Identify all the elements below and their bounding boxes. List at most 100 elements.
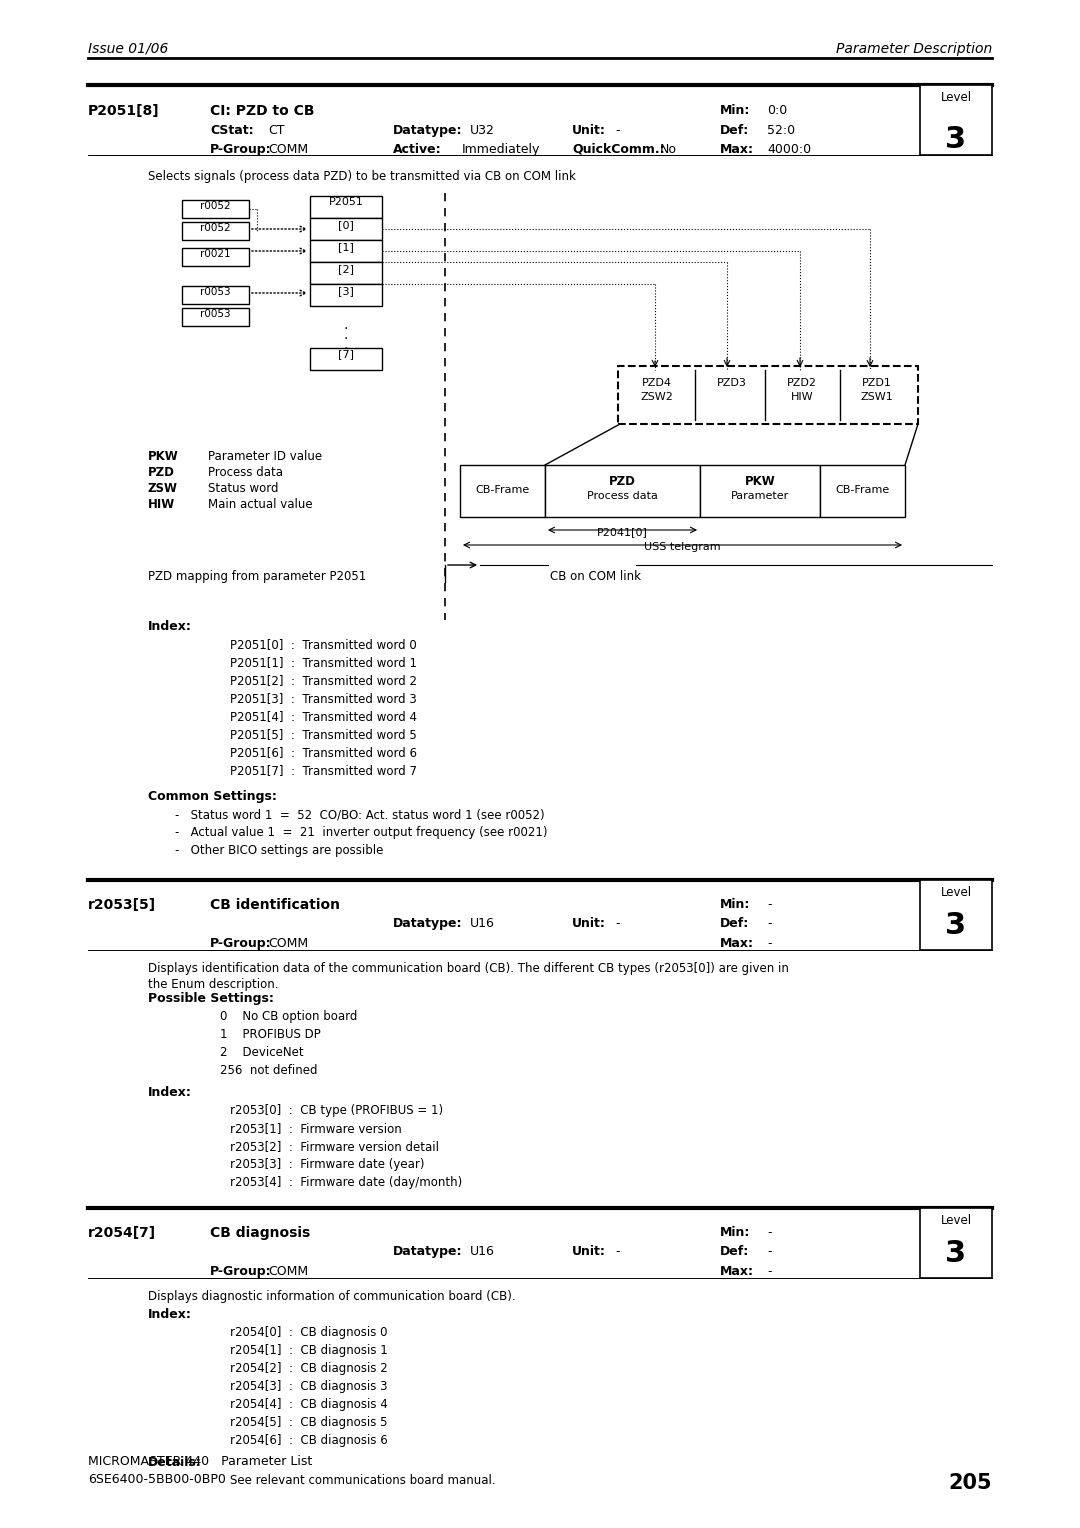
Text: Status word: Status word — [208, 481, 279, 495]
Text: r2054[6]  :  CB diagnosis 6: r2054[6] : CB diagnosis 6 — [230, 1433, 388, 1447]
Text: P-Group:: P-Group: — [210, 937, 272, 950]
Text: r2054[0]  :  CB diagnosis 0: r2054[0] : CB diagnosis 0 — [230, 1326, 388, 1339]
Text: P2051[7]  :  Transmitted word 7: P2051[7] : Transmitted word 7 — [230, 764, 417, 778]
Text: PKW: PKW — [148, 451, 179, 463]
Text: P2051[3]  :  Transmitted word 3: P2051[3] : Transmitted word 3 — [230, 692, 417, 704]
Text: r2053[1]  :  Firmware version: r2053[1] : Firmware version — [230, 1122, 402, 1135]
Text: Min:: Min: — [720, 104, 751, 118]
Text: PZD: PZD — [148, 466, 175, 478]
Text: r2054[5]  :  CB diagnosis 5: r2054[5] : CB diagnosis 5 — [230, 1416, 388, 1429]
Text: Issue 01/06: Issue 01/06 — [87, 41, 168, 57]
Text: Displays diagnostic information of communication board (CB).: Displays diagnostic information of commu… — [148, 1290, 515, 1303]
Text: Index:: Index: — [148, 1086, 192, 1099]
Text: HIW: HIW — [791, 393, 813, 402]
Bar — [183, 286, 249, 304]
Bar — [820, 465, 905, 516]
Text: -: - — [615, 917, 620, 931]
Text: Max:: Max: — [720, 144, 754, 156]
Text: Level: Level — [941, 92, 972, 104]
Bar — [310, 284, 382, 306]
Text: PZD mapping from parameter P2051: PZD mapping from parameter P2051 — [148, 570, 366, 584]
Text: PZD3: PZD3 — [717, 377, 747, 388]
Bar — [920, 86, 993, 154]
Text: Selects signals (process data PZD) to be transmitted via CB on COM link: Selects signals (process data PZD) to be… — [148, 170, 576, 183]
Text: -: - — [767, 1225, 771, 1239]
Text: 3: 3 — [945, 911, 967, 940]
Bar — [310, 348, 382, 370]
Bar — [183, 309, 249, 325]
Text: CI: PZD to CB: CI: PZD to CB — [210, 104, 314, 118]
Text: COMM: COMM — [268, 1265, 308, 1277]
Text: -: - — [767, 1245, 771, 1258]
Text: r2053[3]  :  Firmware date (year): r2053[3] : Firmware date (year) — [230, 1158, 424, 1170]
Text: 3: 3 — [945, 125, 967, 154]
Text: -   Status word 1  =  52  CO/BO: Act. status word 1 (see r0052): - Status word 1 = 52 CO/BO: Act. status … — [175, 808, 544, 821]
Text: Min:: Min: — [720, 898, 751, 911]
Text: CB-Frame: CB-Frame — [475, 484, 529, 495]
Text: [7]: [7] — [338, 348, 354, 359]
Text: .: . — [343, 329, 348, 342]
Text: Details:: Details: — [148, 1456, 202, 1468]
Text: USS telegram: USS telegram — [644, 542, 720, 552]
Text: ZSW1: ZSW1 — [861, 393, 893, 402]
Text: 256  not defined: 256 not defined — [220, 1063, 318, 1077]
Text: r0053: r0053 — [200, 309, 230, 319]
Bar — [310, 219, 382, 240]
Text: r2053[2]  :  Firmware version detail: r2053[2] : Firmware version detail — [230, 1140, 438, 1154]
Text: r2054[2]  :  CB diagnosis 2: r2054[2] : CB diagnosis 2 — [230, 1361, 388, 1375]
Text: 0:0: 0:0 — [767, 104, 787, 118]
Text: Datatype:: Datatype: — [393, 124, 462, 138]
Text: CB diagnosis: CB diagnosis — [210, 1225, 310, 1241]
Text: Unit:: Unit: — [572, 124, 606, 138]
Text: [3]: [3] — [338, 286, 354, 296]
Bar — [310, 240, 382, 261]
Text: r2054[7]: r2054[7] — [87, 1225, 157, 1241]
Text: ZSW: ZSW — [148, 481, 178, 495]
Bar — [310, 196, 382, 219]
Text: P2041[0]: P2041[0] — [596, 527, 647, 536]
Text: -: - — [767, 898, 771, 911]
Text: Min:: Min: — [720, 1225, 751, 1239]
Text: Process data: Process data — [208, 466, 283, 478]
Text: Max:: Max: — [720, 937, 754, 950]
Text: 52:0: 52:0 — [767, 124, 795, 138]
Text: P2051[8]: P2051[8] — [87, 104, 160, 118]
Text: -: - — [767, 1265, 771, 1277]
Text: P-Group:: P-Group: — [210, 1265, 272, 1277]
Text: P-Group:: P-Group: — [210, 144, 272, 156]
Text: Level: Level — [941, 886, 972, 898]
Bar — [545, 465, 700, 516]
Text: [1]: [1] — [338, 241, 354, 252]
Text: r0052: r0052 — [200, 223, 230, 232]
Text: P2051[5]  :  Transmitted word 5: P2051[5] : Transmitted word 5 — [230, 727, 417, 741]
Text: U16: U16 — [470, 917, 495, 931]
Text: 6SE6400-5BB00-0BP0: 6SE6400-5BB00-0BP0 — [87, 1473, 226, 1487]
Text: P2051: P2051 — [328, 197, 364, 206]
Text: Def:: Def: — [720, 1245, 750, 1258]
Bar — [183, 248, 249, 266]
Bar — [618, 367, 918, 423]
Text: CB on COM link: CB on COM link — [550, 570, 642, 584]
Text: PZD: PZD — [608, 475, 635, 487]
Text: U32: U32 — [470, 124, 495, 138]
Text: r0021: r0021 — [200, 249, 230, 260]
Text: No: No — [660, 144, 677, 156]
Bar — [310, 261, 382, 284]
Text: r2053[5]: r2053[5] — [87, 898, 157, 912]
Text: [2]: [2] — [338, 264, 354, 274]
Text: [0]: [0] — [338, 220, 354, 231]
Text: .: . — [343, 318, 348, 332]
Text: 205: 205 — [948, 1473, 993, 1493]
Bar — [460, 465, 545, 516]
Bar — [920, 1209, 993, 1277]
Text: 0    No CB option board: 0 No CB option board — [220, 1010, 357, 1024]
Text: MICROMASTER 440   Parameter List: MICROMASTER 440 Parameter List — [87, 1455, 312, 1468]
Text: COMM: COMM — [268, 937, 308, 950]
Text: .: . — [343, 338, 348, 351]
Text: PZD4: PZD4 — [642, 377, 672, 388]
Text: r0053: r0053 — [200, 287, 230, 296]
Text: r0052: r0052 — [200, 202, 230, 211]
Text: Unit:: Unit: — [572, 917, 606, 931]
Text: U16: U16 — [470, 1245, 495, 1258]
Text: Index:: Index: — [148, 620, 192, 633]
